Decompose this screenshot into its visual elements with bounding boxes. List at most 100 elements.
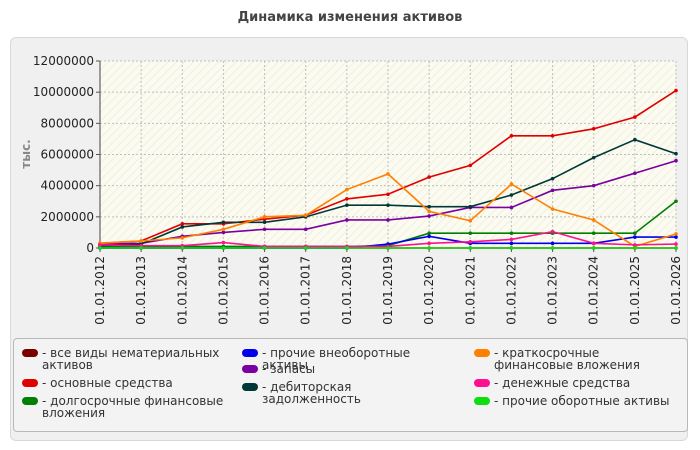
data-point [674, 232, 678, 236]
data-point [591, 126, 596, 131]
data-point [262, 220, 267, 225]
data-point [591, 246, 596, 250]
data-point [550, 241, 555, 246]
data-point [468, 239, 473, 244]
data-point [221, 227, 226, 232]
data-point [427, 246, 431, 250]
x-tick-label: 01.01.2024 [587, 256, 601, 325]
data-point [591, 155, 596, 160]
x-tick-label: 01.01.2019 [381, 256, 395, 325]
data-point [139, 239, 143, 243]
data-point [591, 183, 596, 188]
legend-swatch [22, 349, 38, 357]
data-point [509, 205, 514, 210]
data-point [468, 246, 473, 250]
series-6 [98, 172, 678, 249]
data-point [509, 182, 514, 186]
x-tick-label: 01.01.2025 [628, 256, 642, 325]
data-point [345, 218, 349, 222]
data-point [550, 229, 555, 234]
x-tick-label: 01.01.2026 [669, 256, 683, 325]
x-ticks: 01.01.2012 01.01.2013 01.01.2014 01.01.2015… [93, 248, 683, 325]
data-point [633, 171, 637, 175]
y-tick-label: 10000000 [33, 85, 94, 99]
data-point [303, 213, 308, 218]
data-point [221, 240, 226, 245]
data-point [468, 163, 473, 168]
legend-item: - запасы [242, 363, 452, 375]
data-point [345, 187, 349, 192]
legend-label: - запасы [262, 362, 316, 376]
data-point [303, 246, 308, 250]
legend-item: - прочие оборотные активы [474, 395, 679, 407]
y-ticks: 0 2000000 4000000 6000000 8000000 10000000 120… [33, 54, 100, 255]
data-point [98, 243, 102, 247]
y-tick-label: 4000000 [41, 179, 94, 193]
data-point [139, 246, 143, 250]
data-point [180, 222, 185, 226]
x-tick-label: 01.01.2021 [463, 256, 477, 325]
data-point [345, 197, 349, 201]
legend-swatch [22, 397, 38, 405]
legend-item: - основные средства [22, 377, 232, 389]
legend-label: - дебиторская задолженность [262, 380, 361, 406]
series-lines [98, 88, 678, 250]
y-tick-label: 2000000 [41, 210, 94, 224]
data-point [386, 172, 390, 176]
data-point [427, 175, 431, 179]
legend-item: - прочие внеоборотные активы [242, 347, 452, 371]
data-point [221, 246, 226, 250]
series-1 [98, 88, 678, 246]
data-point [386, 218, 390, 222]
data-point [221, 220, 226, 225]
legend-label: - все виды нематериальных активов [42, 346, 220, 372]
data-point [674, 151, 678, 156]
data-point [303, 227, 308, 232]
legend-item: - краткосрочные финансовые вложения [474, 347, 679, 371]
data-point [468, 231, 473, 235]
data-point [427, 214, 431, 218]
x-tick-label: 01.01.2014 [175, 256, 189, 325]
data-point [509, 246, 514, 250]
chart-title: Динамика изменения активов [237, 10, 463, 25]
data-point [221, 230, 226, 235]
data-point [550, 246, 555, 250]
y-tick-label: 8000000 [41, 116, 94, 130]
data-point [509, 193, 514, 197]
data-point [427, 234, 431, 239]
legend-item: - все виды нематериальных активов [22, 347, 232, 371]
data-point [674, 242, 678, 246]
x-tick-label: 01.01.2012 [93, 256, 107, 325]
data-point [550, 188, 555, 193]
legend-item: - денежные средства [474, 377, 679, 389]
data-point [674, 88, 678, 93]
x-tick-label: 01.01.2020 [422, 256, 436, 325]
y-tick-label: 0 [86, 241, 94, 255]
data-point [345, 203, 349, 207]
legend-swatch [242, 365, 258, 373]
data-point [509, 134, 514, 138]
data-point [509, 231, 514, 235]
data-point [509, 237, 514, 242]
data-point [633, 115, 637, 119]
x-tick-label: 01.01.2013 [134, 256, 148, 325]
y-tick-label: 12000000 [33, 54, 94, 68]
legend-swatch [242, 349, 258, 357]
data-point [427, 204, 431, 209]
data-point [550, 207, 555, 211]
data-point [427, 231, 431, 235]
legend-label: - прочие оборотные активы [494, 394, 670, 408]
legend-item: - долгосрочные финансовые вложения [22, 395, 232, 419]
data-point [386, 192, 390, 197]
data-point [180, 225, 185, 229]
legend-item: - дебиторская задолженность [242, 381, 452, 405]
legend-swatch [474, 379, 490, 387]
data-point [550, 134, 555, 138]
legend-swatch [474, 349, 490, 357]
data-point [386, 203, 390, 207]
legend: - все виды нематериальных активов - прочи… [13, 338, 688, 432]
data-point [674, 199, 678, 204]
data-point [509, 241, 514, 246]
x-tick-label: 01.01.2016 [258, 256, 272, 325]
data-point [633, 246, 637, 250]
